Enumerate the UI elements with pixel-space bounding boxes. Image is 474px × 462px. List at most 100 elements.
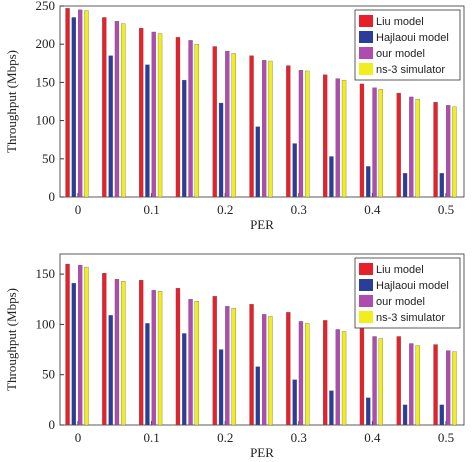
legend-swatch bbox=[359, 295, 373, 307]
bar bbox=[292, 379, 297, 426]
x-tick-label: 0.5 bbox=[438, 202, 454, 217]
bar bbox=[225, 50, 230, 198]
bar bbox=[445, 350, 451, 426]
y-tick-label: 100 bbox=[36, 316, 56, 331]
bar bbox=[286, 312, 291, 426]
legend-label: our model bbox=[376, 296, 425, 308]
bar bbox=[249, 55, 254, 198]
bar bbox=[322, 74, 328, 198]
bar bbox=[366, 166, 371, 198]
x-tick-label: 0.3 bbox=[291, 202, 307, 217]
bar bbox=[452, 351, 457, 426]
bar bbox=[175, 288, 181, 426]
legend-label: our model bbox=[376, 48, 425, 60]
bar bbox=[286, 65, 291, 198]
bar bbox=[182, 333, 187, 426]
x-tick-label: 0.4 bbox=[364, 202, 381, 217]
bar bbox=[121, 281, 126, 426]
bar bbox=[231, 53, 236, 198]
x-tick-label: 0.2 bbox=[217, 430, 233, 445]
bar bbox=[402, 173, 408, 198]
bar bbox=[396, 336, 401, 426]
y-tick-label: 50 bbox=[42, 367, 55, 382]
x-tick-label: 0 bbox=[75, 430, 82, 445]
bar bbox=[261, 314, 267, 426]
bar bbox=[114, 21, 120, 198]
bar bbox=[157, 291, 163, 426]
y-tick-label: 150 bbox=[36, 74, 56, 89]
bar bbox=[249, 304, 254, 426]
bar bbox=[175, 37, 181, 198]
x-tick-label: 0.4 bbox=[364, 430, 381, 445]
x-tick-label: 0.3 bbox=[291, 430, 307, 445]
bar bbox=[145, 323, 150, 426]
bar bbox=[329, 390, 334, 426]
y-tick-label: 200 bbox=[36, 36, 56, 51]
bar bbox=[322, 320, 328, 426]
bar bbox=[108, 55, 113, 198]
bar bbox=[433, 102, 438, 198]
bar bbox=[78, 9, 83, 198]
bar bbox=[102, 272, 107, 426]
legend-swatch bbox=[359, 63, 373, 75]
bar bbox=[445, 105, 451, 198]
bar bbox=[78, 264, 83, 426]
legend-label: ns-3 simulator bbox=[376, 312, 445, 324]
bar bbox=[335, 78, 340, 198]
bar bbox=[121, 23, 126, 198]
chart: 0 50 100 150 0 0.1 0.2 0.3 0.4 0.5 PER Throughput (… bbox=[4, 253, 465, 460]
bar bbox=[329, 156, 334, 198]
bar bbox=[212, 296, 217, 426]
bar bbox=[231, 308, 236, 426]
legend-label: Liu model bbox=[376, 264, 424, 276]
bar bbox=[439, 404, 445, 426]
bar bbox=[194, 44, 200, 198]
bar bbox=[452, 106, 457, 198]
y-axis-label: Throughput (Mbps) bbox=[4, 50, 19, 153]
bar bbox=[114, 278, 120, 426]
bar bbox=[188, 40, 193, 198]
bar bbox=[65, 263, 70, 426]
bar bbox=[409, 343, 414, 426]
bar bbox=[261, 60, 267, 198]
y-tick-label: 250 bbox=[36, 0, 56, 13]
bar bbox=[402, 404, 408, 426]
bar bbox=[409, 96, 414, 198]
bar bbox=[151, 31, 156, 198]
bar bbox=[433, 344, 438, 426]
legend-swatch bbox=[359, 263, 373, 275]
x-tick-label: 0 bbox=[75, 202, 82, 217]
x-tick-label: 0.5 bbox=[438, 430, 454, 445]
bar bbox=[182, 79, 187, 198]
bar bbox=[415, 345, 420, 426]
y-tick-label: 150 bbox=[36, 266, 56, 281]
bar bbox=[188, 299, 193, 426]
bar bbox=[218, 102, 224, 198]
y-tick-label: 0 bbox=[49, 417, 56, 432]
bar bbox=[145, 64, 150, 198]
bar bbox=[439, 173, 445, 198]
bar bbox=[378, 338, 384, 426]
legend-label: ns-3 simulator bbox=[376, 64, 445, 76]
bar bbox=[378, 89, 384, 198]
bar bbox=[305, 323, 310, 426]
bar bbox=[65, 8, 70, 198]
bar bbox=[151, 290, 156, 426]
chart: 0 50 100 150 200 250 0 0.1 0.2 0.3 0.4 0.5 PER Throug… bbox=[4, 0, 465, 232]
bar bbox=[157, 33, 163, 198]
y-axis-label: Throughput (Mbps) bbox=[4, 288, 19, 391]
bar bbox=[372, 336, 377, 426]
bar bbox=[84, 266, 89, 426]
bar bbox=[372, 87, 377, 198]
x-axis-label: PER bbox=[250, 217, 274, 232]
bar bbox=[305, 70, 310, 198]
bar bbox=[84, 10, 89, 198]
y-tick-label: 100 bbox=[36, 113, 56, 128]
x-axis-label: PER bbox=[250, 445, 274, 457]
bar bbox=[292, 143, 297, 198]
bar bbox=[335, 329, 340, 426]
bar bbox=[218, 349, 224, 426]
legend-swatch bbox=[359, 31, 373, 43]
bar bbox=[225, 306, 230, 426]
